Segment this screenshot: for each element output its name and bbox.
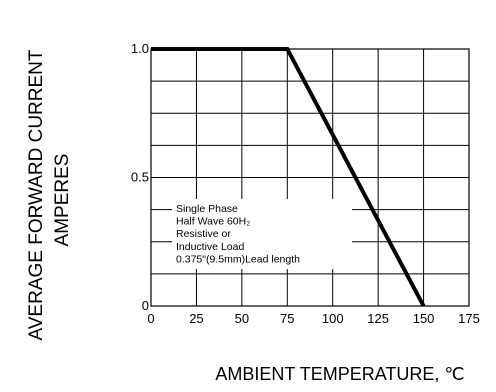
y-axis-title: AVERAGE FORWARD CURRENT AMPERES — [26, 49, 73, 340]
annotation-line: Half Wave 60H₂ — [176, 216, 250, 228]
x-tick-label: 50 — [235, 311, 249, 326]
x-tick-label: 25 — [189, 311, 203, 326]
x-tick-label: 125 — [367, 311, 389, 326]
x-tick-labels: 0 25 50 75 100 125 150 175 — [147, 311, 479, 326]
y-tick-label: 0.5 — [131, 170, 149, 185]
x-tick-label: 100 — [322, 311, 344, 326]
annotation-line: 0.375"(9.5mm)Lead length — [176, 253, 300, 265]
annotation-line: Single Phase — [176, 203, 238, 215]
annotation-background — [172, 199, 352, 269]
y-axis-title-line1: AVERAGE FORWARD CURRENT — [26, 49, 47, 340]
annotation-line: Resistive or — [176, 228, 231, 240]
grid-lines — [151, 49, 469, 306]
x-tick-label: 175 — [458, 311, 480, 326]
y-axis-title-line2: AMPERES — [52, 154, 73, 247]
plot-border — [150, 48, 470, 307]
x-tick-label: 75 — [280, 311, 294, 326]
plot-frame — [150, 48, 470, 307]
x-tick-label: 150 — [413, 311, 435, 326]
x-axis-title: AMBIENT TEMPERATURE, ℃ — [215, 364, 464, 384]
annotation-line: Inductive Load — [176, 241, 244, 253]
y-tick-labels: 1.0 0.5 0 — [131, 41, 149, 313]
x-tick-label: 0 — [147, 311, 154, 326]
series-layer — [151, 47, 426, 307]
y-tick-label: 1.0 — [131, 41, 149, 56]
series-line — [151, 47, 426, 307]
y-tick-label: 0 — [142, 298, 149, 313]
